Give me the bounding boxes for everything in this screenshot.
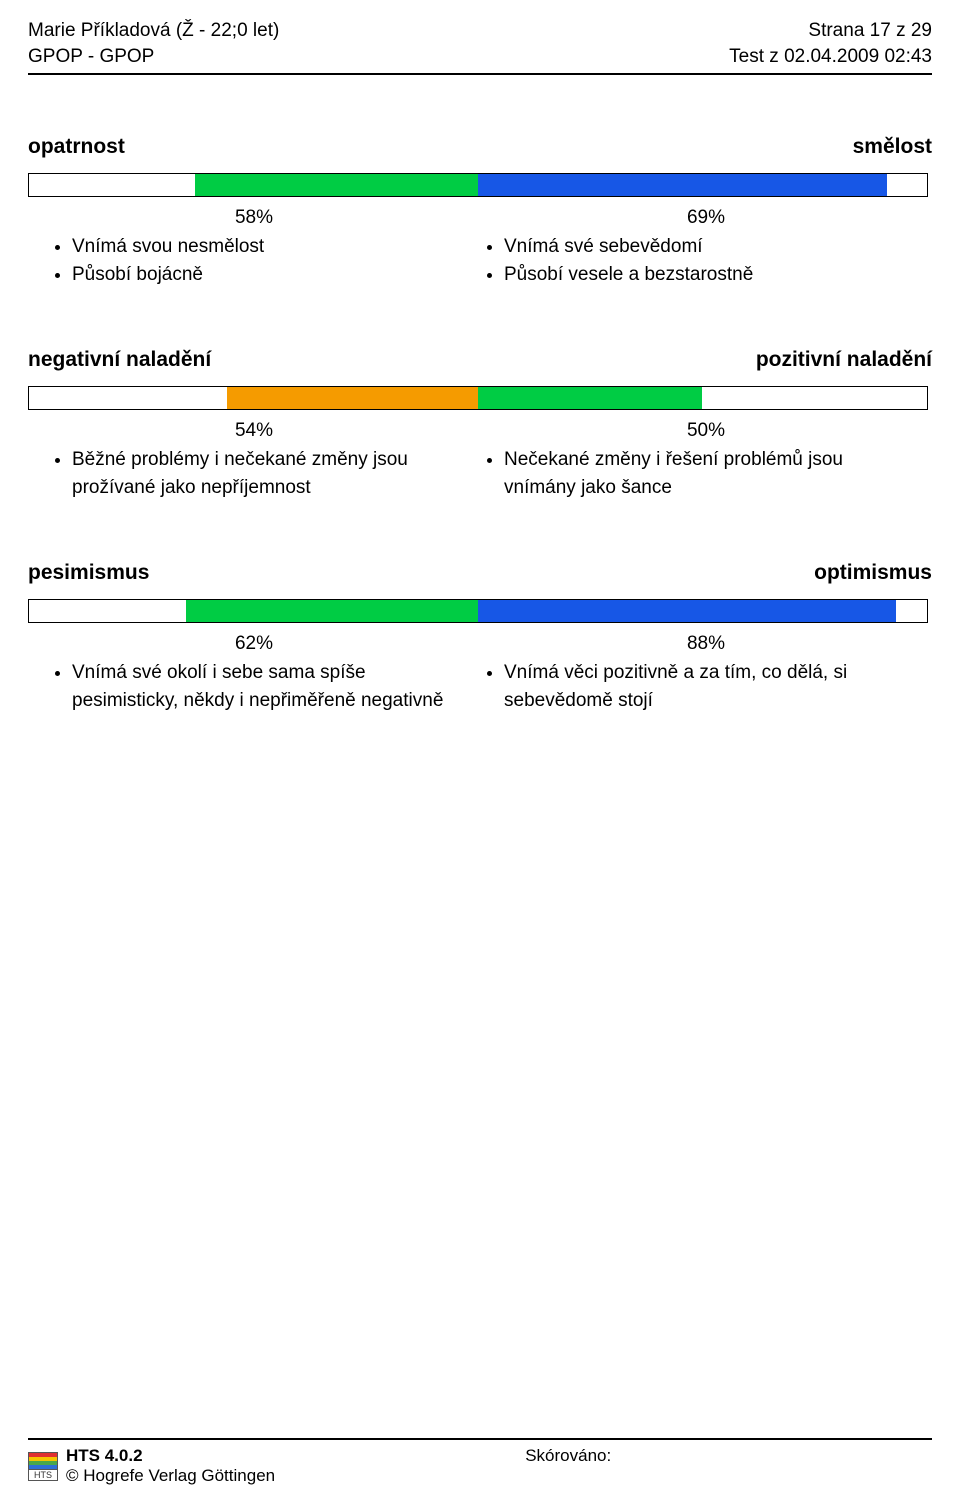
- section-titles: pesimismus optimismus: [28, 561, 932, 585]
- percent-left: 62%: [28, 633, 480, 655]
- percent-row: 62%88%: [28, 633, 932, 655]
- section-title-left: negativní naladění: [28, 348, 211, 372]
- footer-copyright: © Hogrefe Verlag Göttingen: [66, 1466, 525, 1486]
- list-item: Běžné problémy i nečekané změny jsou pro…: [72, 446, 480, 501]
- hts-logo-icon: HTS: [28, 1452, 58, 1476]
- header-rule: [28, 73, 932, 75]
- bullet-columns: Běžné problémy i nečekané změny jsou pro…: [28, 442, 932, 501]
- list-item: Vnímá své okolí i sebe sama spíše pesimi…: [72, 659, 480, 714]
- section-titles: opatrnost smělost: [28, 135, 932, 159]
- header-date: Test z 02.04.2009 02:43: [729, 44, 932, 70]
- section-title-left: opatrnost: [28, 135, 125, 159]
- bar-segment: [186, 600, 478, 622]
- bar-wrap: [28, 173, 928, 197]
- trait-section: opatrnostsmělost58%69%Vnímá svou nesmělo…: [28, 135, 932, 288]
- bar-segment: [896, 600, 927, 622]
- header-name: Marie Příkladová (Ž - 22;0 let): [28, 18, 279, 44]
- bar-segment: [29, 387, 227, 409]
- list-item: Nečekané změny i řešení problémů jsou vn…: [504, 446, 932, 501]
- section-title-right: pozitivní naladění: [756, 348, 932, 372]
- bullet-list-right: Vnímá věci pozitivně a za tím, co dělá, …: [480, 659, 932, 714]
- bar-segment: [702, 387, 927, 409]
- trait-section: negativní naladění pozitivní naladění 54%5…: [28, 348, 932, 501]
- page-header: Marie Příkladová (Ž - 22;0 let) GPOP - G…: [28, 18, 932, 69]
- list-item: Působí vesele a bezstarostně: [504, 261, 932, 289]
- footer-right: Skórováno:: [525, 1446, 932, 1466]
- page: Marie Příkladová (Ž - 22;0 let) GPOP - G…: [0, 0, 960, 1508]
- section-title-right: optimismus: [814, 561, 932, 585]
- bar-segment: [29, 600, 186, 622]
- bullet-columns: Vnímá svou nesmělostPůsobí bojácněVnímá …: [28, 229, 932, 288]
- page-footer: HTS HTS 4.0.2 © Hogrefe Verlag Göttingen…: [28, 1438, 932, 1486]
- percent-left: 54%: [28, 420, 480, 442]
- bullet-list-right: Vnímá své sebevědomíPůsobí vesele a bezs…: [480, 233, 932, 288]
- bar-segment: [478, 174, 887, 196]
- list-item: Vnímá věci pozitivně a za tím, co dělá, …: [504, 659, 932, 714]
- section-title-left: pesimismus: [28, 561, 149, 585]
- section-titles: negativní naladění pozitivní naladění: [28, 348, 932, 372]
- bullet-list-right: Nečekané změny i řešení problémů jsou vn…: [480, 446, 932, 501]
- percent-right: 88%: [480, 633, 932, 655]
- bullet-list-left: Vnímá své okolí i sebe sama spíše pesimi…: [28, 659, 480, 714]
- bar-wrap: [28, 386, 928, 410]
- bar-segment: [195, 174, 478, 196]
- bullet-columns: Vnímá své okolí i sebe sama spíše pesimi…: [28, 655, 932, 714]
- scale-bar: [28, 599, 928, 623]
- footer-rule: [28, 1438, 932, 1440]
- percent-row: 54%50%: [28, 420, 932, 442]
- bar-wrap: [28, 599, 928, 623]
- bullet-list-left: Vnímá svou nesmělostPůsobí bojácně: [28, 233, 480, 288]
- header-left: Marie Příkladová (Ž - 22;0 let) GPOP - G…: [28, 18, 279, 69]
- footer-product: HTS 4.0.2: [66, 1446, 525, 1466]
- header-page: Strana 17 z 29: [729, 18, 932, 44]
- bar-segment: [478, 600, 896, 622]
- bullet-list-left: Běžné problémy i nečekané změny jsou pro…: [28, 446, 480, 501]
- scale-bar: [28, 386, 928, 410]
- logo-stripe: [29, 1465, 57, 1469]
- list-item: Vnímá své sebevědomí: [504, 233, 932, 261]
- footer-row: HTS HTS 4.0.2 © Hogrefe Verlag Göttingen…: [28, 1446, 932, 1486]
- scale-bar: [28, 173, 928, 197]
- list-item: Působí bojácně: [72, 261, 480, 289]
- footer-scored-label: Skórováno:: [525, 1446, 611, 1465]
- percent-left: 58%: [28, 207, 480, 229]
- footer-left: HTS 4.0.2 © Hogrefe Verlag Göttingen: [66, 1446, 525, 1486]
- list-item: Vnímá svou nesmělost: [72, 233, 480, 261]
- percent-right: 69%: [480, 207, 932, 229]
- header-right: Strana 17 z 29 Test z 02.04.2009 02:43: [729, 18, 932, 69]
- bar-segment: [227, 387, 478, 409]
- sections-container: opatrnostsmělost58%69%Vnímá svou nesmělo…: [28, 135, 932, 714]
- bar-segment: [29, 174, 195, 196]
- hts-logo-label: HTS: [28, 1470, 58, 1481]
- header-test: GPOP - GPOP: [28, 44, 279, 70]
- bar-segment: [887, 174, 927, 196]
- percent-right: 50%: [480, 420, 932, 442]
- section-title-right: smělost: [853, 135, 932, 159]
- percent-row: 58%69%: [28, 207, 932, 229]
- trait-section: pesimismusoptimismus62%88%Vnímá své okol…: [28, 561, 932, 714]
- bar-segment: [478, 387, 703, 409]
